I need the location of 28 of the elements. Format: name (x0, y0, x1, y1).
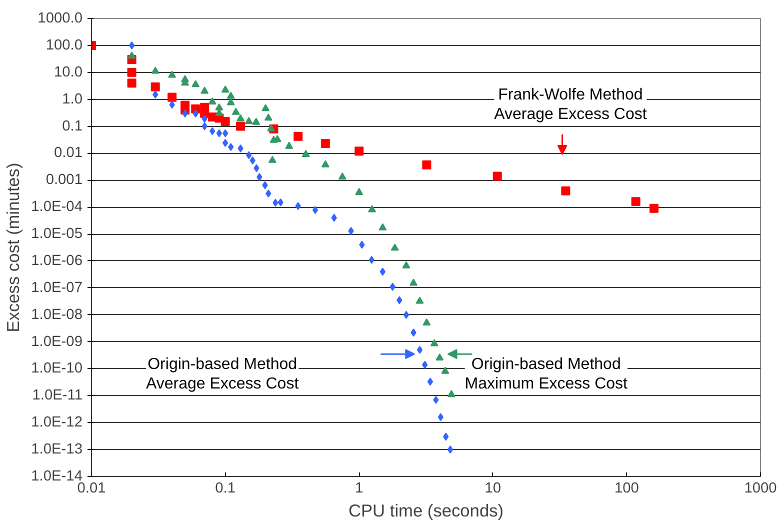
x-axis-title: CPU time (seconds) (348, 500, 504, 520)
y-tick-label: 1.0E-04 (31, 199, 83, 216)
y-tick-label: 100.0 (46, 37, 83, 54)
y-tick-label: 1.0E-10 (31, 360, 83, 377)
y-tick-label: 10.0 (54, 64, 83, 80)
x-tick-label: 10 (484, 480, 502, 496)
x-tick-label: 100 (614, 480, 639, 496)
y-tick-label: 1.0E-09 (31, 334, 83, 350)
y-tick-label: 1.0E-06 (31, 252, 83, 269)
annotation: Origin-based Method Maximum Excess Cost (464, 356, 628, 392)
y-tick-label: 1.0E-07 (31, 280, 83, 296)
y-tick-label: 1.0E-08 (31, 306, 83, 323)
y-tick-label: 0.1 (62, 118, 82, 134)
x-tick-label: 0.01 (77, 480, 106, 496)
x-tick-label: 1 (355, 480, 364, 496)
annotation: Frank-Wolfe Method Average Excess Cost (494, 86, 648, 124)
annotation: Origin-based Method Average Excess Cost (146, 356, 300, 392)
y-tick-label: 1.0E-11 (32, 388, 83, 404)
y-tick-label: 0.001 (46, 172, 83, 188)
y-tick-label: 1000.0 (38, 10, 82, 26)
y-tick-label: 0.01 (54, 145, 83, 162)
y-axis-title: Excess cost (minutes) (3, 162, 24, 332)
x-tick-label: 0.1 (215, 480, 236, 496)
x-tick-label: 1000 (744, 480, 777, 496)
y-tick-label: 1.0 (62, 91, 82, 108)
y-tick-label: 1.0E-13 (31, 442, 83, 458)
y-tick-label: 1.0E-12 (31, 414, 83, 431)
y-tick-label: 1.0E-05 (31, 226, 83, 242)
